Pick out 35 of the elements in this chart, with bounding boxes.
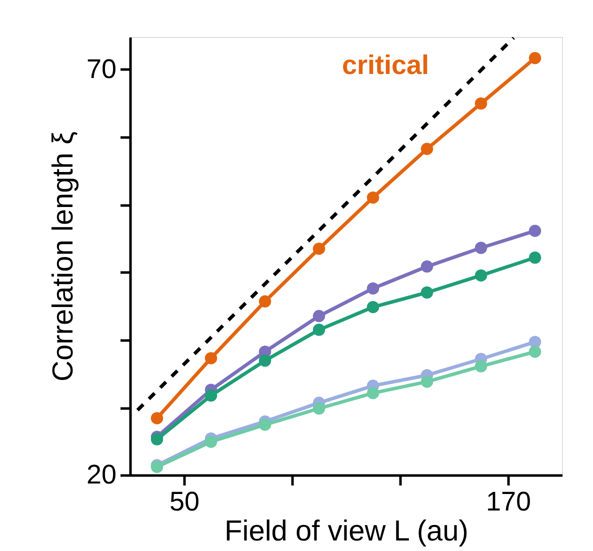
point <box>474 360 488 372</box>
point <box>150 412 164 424</box>
point <box>258 354 272 367</box>
y-tick-label: 70 <box>86 54 116 84</box>
point <box>420 286 434 299</box>
y-axis-title: Correlation length ξ <box>47 132 80 382</box>
point <box>204 389 218 402</box>
point <box>420 260 434 273</box>
point <box>150 433 164 446</box>
point <box>528 224 542 237</box>
point <box>420 376 434 388</box>
y-tick-label: 20 <box>86 460 116 490</box>
point <box>312 310 326 322</box>
x-axis-title: Field of view L (au) <box>224 516 468 548</box>
point <box>366 386 380 400</box>
point <box>312 402 326 415</box>
point <box>474 269 488 282</box>
point <box>420 142 434 156</box>
x-tick-label: 50 <box>169 486 200 516</box>
series-label: critical <box>342 50 429 80</box>
point <box>312 242 326 255</box>
point <box>204 436 218 448</box>
point <box>258 295 272 308</box>
point <box>366 191 380 204</box>
point <box>474 242 488 254</box>
point <box>528 52 542 64</box>
point <box>204 352 218 364</box>
point <box>258 418 272 431</box>
point <box>474 97 488 110</box>
point <box>528 346 542 358</box>
point <box>366 300 380 314</box>
point <box>312 324 326 336</box>
x-tick-label: 170 <box>486 486 532 516</box>
point <box>366 282 380 295</box>
point <box>528 252 542 264</box>
